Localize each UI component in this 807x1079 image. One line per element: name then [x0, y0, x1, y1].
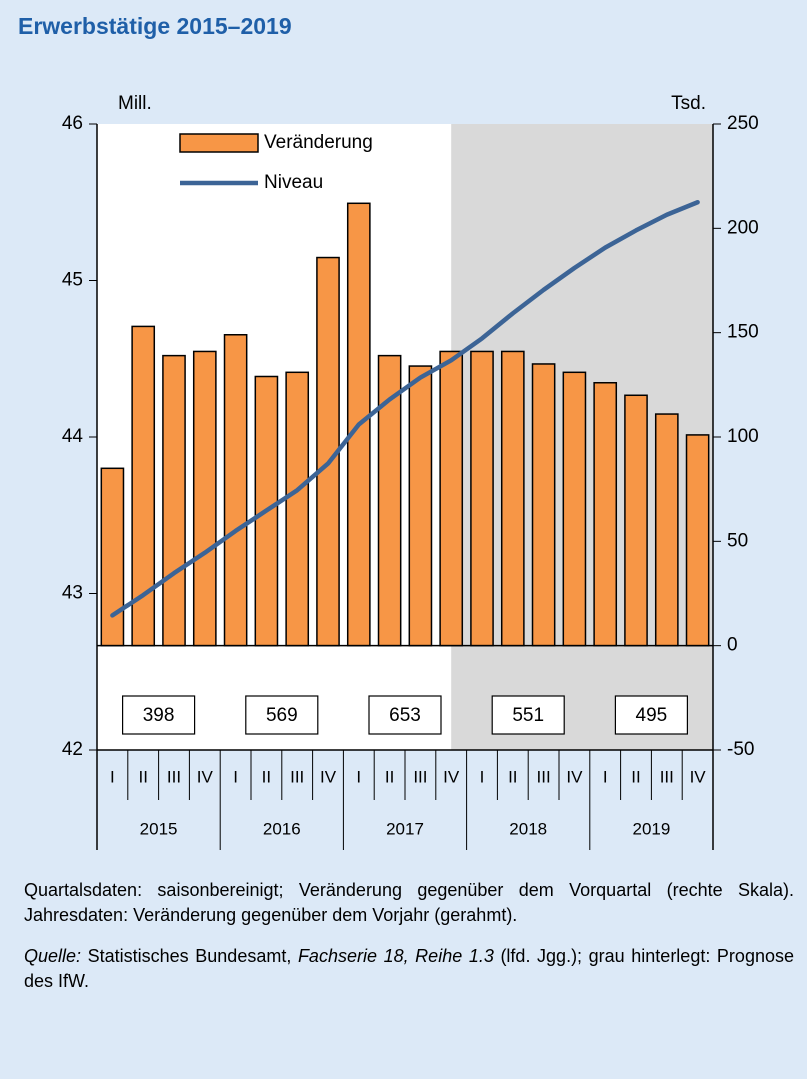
- x-tick-label: IV: [566, 767, 583, 786]
- legend-label: Veränderung: [264, 132, 373, 153]
- bar: [192, 350, 217, 647]
- y-tick-label: 42: [62, 739, 83, 760]
- bar: [593, 381, 618, 647]
- annual-box: [245, 695, 319, 735]
- x-tick-label: IV: [320, 767, 337, 786]
- annual-value: 495: [636, 705, 668, 726]
- note-paragraph: Quartalsdaten: saisonbereinigt; Veränder…: [24, 878, 794, 928]
- line: [110, 200, 700, 618]
- year-label: 2019: [632, 819, 670, 838]
- source-text: Statistisches Bundesamt,: [81, 946, 298, 966]
- note-text: Quartalsdaten: saisonbereinigt; Veränder…: [24, 880, 794, 925]
- year-label: 2018: [509, 819, 547, 838]
- bar: [654, 413, 679, 647]
- source-label: Quelle:: [24, 946, 82, 966]
- x-tick-label: I: [233, 767, 238, 786]
- bar: [100, 467, 125, 647]
- legend-swatch: [179, 133, 259, 153]
- annual-box: [614, 695, 689, 735]
- x-tick-label: II: [262, 767, 271, 786]
- y2-tick-label: 0: [727, 635, 738, 656]
- x-tick-label: II: [138, 767, 147, 786]
- x-tick-label: I: [110, 767, 115, 786]
- source-paragraph: Quelle: Statistisches Bundesamt, Fachser…: [24, 944, 794, 994]
- bar: [223, 334, 248, 647]
- x-tick-label: IV: [690, 767, 707, 786]
- bar: [562, 371, 587, 647]
- annual-value: 398: [143, 705, 175, 726]
- x-tick-label: IV: [197, 767, 214, 786]
- y2-axis-label: Tsd.: [671, 93, 706, 114]
- chart: Erwerbstätige 2015–2019 Mill. Tsd. 42 43 4…: [18, 13, 759, 850]
- bar: [439, 350, 464, 647]
- y-tick-label: 43: [62, 583, 83, 604]
- bar: [408, 365, 433, 647]
- legend-label: Niveau: [264, 172, 323, 193]
- x-tick-label: I: [356, 767, 361, 786]
- x-tick-label: II: [508, 767, 517, 786]
- x-tick-label: III: [413, 767, 427, 786]
- y-tick-label: 46: [62, 113, 83, 134]
- y2-tick-label: -50: [727, 739, 754, 760]
- y2-tick-label: 200: [727, 217, 759, 238]
- x-tick-label: IV: [443, 767, 460, 786]
- bar: [624, 394, 648, 647]
- y-tick-label: 44: [62, 426, 84, 447]
- x-tick-label: III: [660, 767, 674, 786]
- annual-value: 551: [512, 705, 544, 726]
- bar: [685, 434, 710, 647]
- source-text: (lfd. Jgg.); grau hinterlegt: Prognose d…: [24, 946, 794, 991]
- y-tick-label: 45: [62, 270, 83, 291]
- x-tick-label: II: [385, 767, 394, 786]
- y2-tick-label: 150: [727, 322, 759, 343]
- annual-box: [121, 695, 196, 735]
- y2-tick-label: 250: [727, 113, 759, 134]
- y2-tick-label: 50: [727, 530, 748, 551]
- bar: [531, 363, 556, 647]
- y-axis-label: Mill.: [118, 93, 152, 114]
- bar: [285, 371, 310, 647]
- y2-tick-label: 100: [727, 426, 759, 447]
- year-label: 2017: [386, 819, 424, 838]
- annual-box: [491, 695, 565, 735]
- chart-title: Erwerbstätige 2015–2019: [18, 13, 292, 39]
- year-label: 2015: [140, 819, 178, 838]
- bar: [470, 350, 494, 647]
- source-title: Fachserie 18, Reihe 1.3: [297, 946, 494, 966]
- annual-value: 569: [266, 705, 298, 726]
- x-tick-label: III: [290, 767, 304, 786]
- annual-box: [368, 695, 442, 735]
- x-tick-label: III: [167, 767, 181, 786]
- annual-value: 653: [389, 705, 421, 726]
- bar: [162, 354, 186, 647]
- bar: [500, 350, 525, 647]
- x-tick-label: III: [537, 767, 551, 786]
- notes: Quartalsdaten: saisonbereinigt; Veränder…: [24, 878, 794, 1010]
- x-tick-label: II: [631, 767, 640, 786]
- year-label: 2016: [263, 819, 301, 838]
- x-tick-label: I: [603, 767, 608, 786]
- x-tick-label: I: [480, 767, 485, 786]
